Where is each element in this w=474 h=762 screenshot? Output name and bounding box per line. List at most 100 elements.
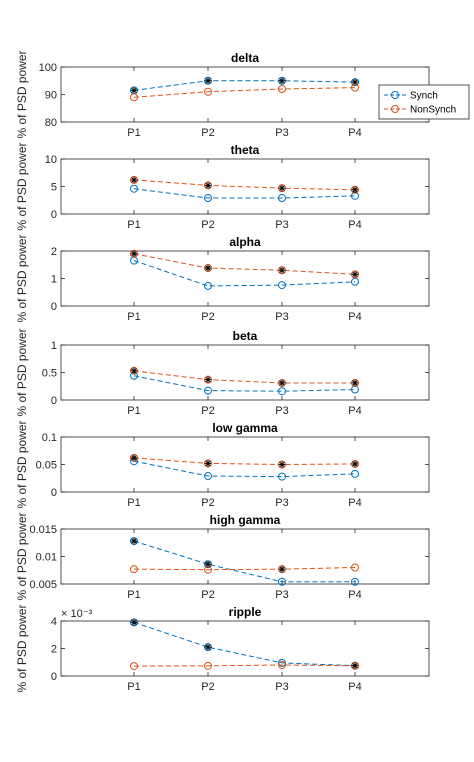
y-tick-label: 2 [51,246,57,258]
x-tick-label: P3 [275,497,288,509]
x-tick-label: P2 [201,311,214,323]
series-line-synch [133,260,356,287]
y-tick-label: 1 [51,274,57,286]
data-point-nonsynch [204,87,212,96]
y-tick-label: 0 [51,301,57,313]
y-tick-label: 1 [51,340,57,352]
y-tick-label: 4 [51,616,57,628]
series-line-nonsynch [133,87,356,98]
series-line-nonsynch [133,567,356,571]
x-tick-label: P1 [127,311,140,323]
data-point-synch [351,469,359,478]
x-tick-label: P4 [348,681,361,693]
x-tick-label: P4 [348,127,361,139]
significance-star [204,643,212,651]
data-point-nonsynch [351,459,359,468]
significance-star [130,367,138,375]
x-tick-label: P2 [201,589,214,601]
x-tick-label: P2 [201,497,214,509]
y-tick-label: 0.1 [42,432,57,444]
panel-title: delta [231,51,259,65]
y-tick-label: 10 [45,154,57,166]
significance-star [278,266,286,274]
significance-star [130,176,138,184]
data-point-nonsynch [130,93,138,102]
data-point-synch [204,472,212,481]
significance-star [130,619,138,626]
panel-title: ripple [229,605,262,619]
data-point-synch [278,472,286,481]
data-point-nonsynch [204,264,212,273]
data-point-nonsynch [278,378,286,387]
x-tick-label: P1 [127,405,140,417]
significance-star [204,264,212,272]
panel-title: alpha [229,235,261,249]
series-line-synch [133,621,356,667]
data-point-nonsynch [130,249,138,258]
data-point-nonsynch [130,662,138,671]
legend-box [378,84,470,120]
x-tick-label: P2 [201,127,214,139]
y-tick-label: 0 [51,671,57,683]
significance-star [278,77,286,85]
y-axis-label: % of PSD power [15,420,29,508]
legend-marker [391,91,399,99]
x-tick-label: P1 [127,219,140,231]
y-axis-label: % of PSD power [15,234,29,322]
significance-star [204,460,212,467]
y-tick-label: 0 [51,487,57,499]
series-line-synch [133,80,356,91]
panel-title: theta [231,143,260,157]
significance-star [351,186,359,194]
y-axis-label: % of PSD power [15,142,29,230]
y-tick-label: 2 [51,644,57,656]
x-tick-label: P3 [275,405,288,417]
y-tick-label: 0.5 [42,368,57,380]
significance-star [130,87,138,94]
series-line-nonsynch [133,457,356,466]
data-point-synch [351,577,359,586]
x-tick-label: P2 [201,681,214,693]
legend-label: Synch [410,91,438,102]
x-tick-label: P2 [201,219,214,231]
data-point-synch [278,194,286,203]
x-tick-label: P4 [348,589,361,601]
data-point-synch [278,577,286,586]
data-point-synch [204,281,212,290]
significance-star [204,77,212,85]
data-point-nonsynch [351,185,359,194]
x-tick-label: P3 [275,219,288,231]
panel-title: high gamma [210,513,281,527]
series-line-nonsynch [133,370,355,384]
data-point-synch [204,560,212,569]
y-tick-label: 0.015 [29,524,57,536]
x-tick-label: P4 [348,311,361,323]
x-tick-label: P1 [127,127,140,139]
series-line-nonsynch [133,664,356,667]
x-tick-label: P1 [127,681,140,693]
y-tick-label: 100 [39,62,57,74]
panel-title: beta [233,329,258,343]
y-tick-label: 90 [45,90,57,102]
legend-label: NonSynch [410,105,456,116]
data-point-nonsynch [278,85,286,93]
x-tick-label: P1 [127,497,140,509]
significance-star [204,182,212,189]
y-axis-label: % of PSD power [15,604,29,692]
data-point-synch [204,643,212,652]
significance-star [204,376,212,383]
y-tick-label: 0 [51,209,57,221]
data-point-nonsynch [351,270,359,279]
data-point-nonsynch [278,565,286,574]
data-point-synch [130,184,138,193]
data-point-nonsynch [351,378,359,387]
panel-theta: theta % of PSD power 0 5 10 P1 P2 P3 P4 [15,142,430,231]
x-tick-label: P4 [348,219,361,231]
y-tick-label: 5 [51,182,57,194]
data-point-nonsynch [204,181,212,190]
data-point-nonsynch [351,661,359,670]
data-point-nonsynch [351,563,359,572]
